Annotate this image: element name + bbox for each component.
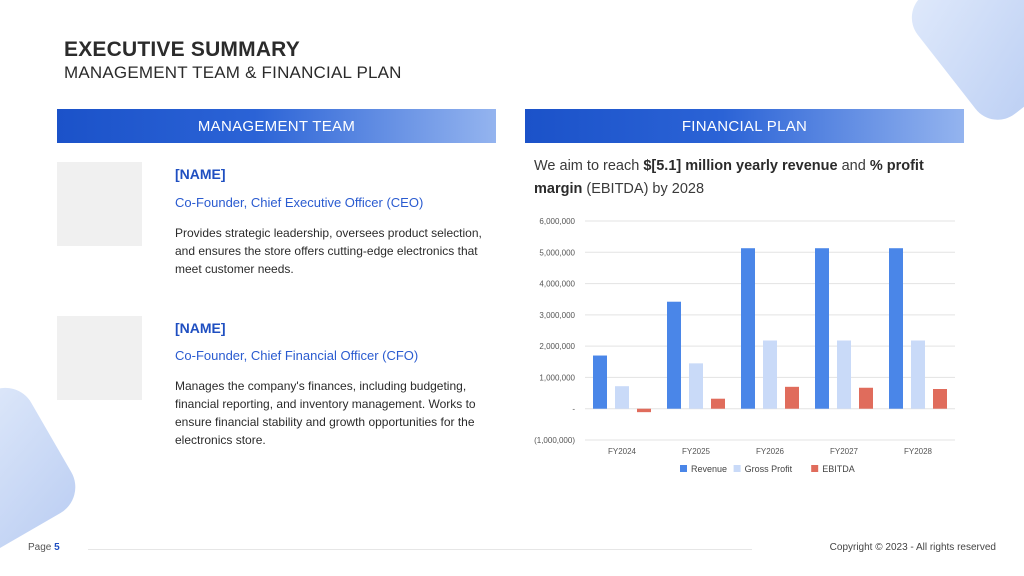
- bar-ebitda: [637, 408, 651, 413]
- statement-text-3: (EBITDA) by 2028: [582, 181, 705, 197]
- bar-gross-profit: [689, 363, 703, 409]
- legend-label: Gross Profit: [745, 464, 793, 474]
- cfo-description: Manages the company's finances, includin…: [175, 379, 476, 447]
- bar-revenue: [593, 355, 607, 409]
- management-team-heading: MANAGEMENT TEAM: [197, 117, 356, 135]
- bar-revenue: [889, 248, 903, 409]
- financial-bar-chart: 6,000,000 5,000,000 4,000,000 3,000,000 2,00…: [534, 217, 955, 474]
- statement-text-2: and: [837, 158, 870, 174]
- y-tick-label: 2,000,000: [539, 342, 575, 351]
- legend-label: EBITDA: [822, 464, 855, 474]
- ceo-role: Co-Founder, Chief Executive Officer (CEO…: [175, 195, 424, 210]
- page-indicator: Page 5: [28, 542, 60, 553]
- ceo-photo-placeholder: [57, 162, 142, 246]
- legend-swatch: [733, 465, 741, 472]
- copyright-text: Copyright © 2023 - All rights reserved: [829, 542, 996, 553]
- page-title: EXECUTIVE SUMMARY: [64, 38, 300, 61]
- page-number: 5: [54, 542, 60, 553]
- y-tick-label: 4,000,000: [539, 280, 575, 289]
- x-tick-label: FY2026: [756, 447, 785, 456]
- legend-swatch: [680, 465, 687, 472]
- page-subtitle: MANAGEMENT TEAM & FINANCIAL PLAN: [64, 63, 402, 82]
- financial-statement: We aim to reach $[5.1] million yearly re…: [534, 155, 954, 201]
- x-tick-label: FY2025: [682, 447, 711, 456]
- ceo-description: Provides strategic leadership, oversees …: [175, 226, 482, 276]
- legend-label: Revenue: [691, 464, 727, 474]
- decorative-shape-bottom-left: [0, 376, 87, 564]
- page-label: Page: [28, 542, 52, 553]
- bar-gross-profit: [763, 340, 777, 409]
- bar-gross-profit: [837, 340, 851, 409]
- cfo-role: Co-Founder, Chief Financial Officer (CFO…: [175, 348, 419, 363]
- bar-revenue: [667, 301, 681, 409]
- x-tick-label: FY2028: [904, 447, 933, 456]
- statement-margin-target: % profit margin: [534, 158, 924, 197]
- y-tick-label: 6,000,000: [539, 217, 575, 226]
- management-team-header: MANAGEMENT TEAM: [57, 109, 496, 143]
- financial-plan-heading: FINANCIAL PLAN: [681, 117, 808, 135]
- y-tick-label: (1,000,000): [534, 436, 575, 445]
- cfo-name: [NAME]: [175, 320, 226, 336]
- bar-ebitda: [859, 387, 873, 409]
- bar-revenue: [815, 248, 829, 409]
- y-tick-label: -: [572, 405, 575, 414]
- y-tick-label: 5,000,000: [539, 248, 575, 257]
- bar-revenue: [741, 248, 755, 409]
- statement-revenue-target: $[5.1] million yearly revenue: [643, 158, 838, 174]
- cfo-photo-placeholder: [57, 316, 142, 400]
- bar-gross-profit: [615, 386, 629, 409]
- bar-ebitda: [711, 398, 725, 409]
- ceo-name: [NAME]: [175, 166, 226, 182]
- footer-divider: [88, 549, 752, 550]
- y-tick-label: 1,000,000: [539, 373, 575, 382]
- x-tick-label: FY2024: [608, 447, 637, 456]
- financial-plan-header: FINANCIAL PLAN: [525, 109, 964, 143]
- y-tick-label: 3,000,000: [539, 311, 575, 320]
- bar-ebitda: [933, 389, 947, 409]
- bar-gross-profit: [911, 340, 925, 409]
- x-tick-label: FY2027: [830, 447, 859, 456]
- statement-text-1: We aim to reach: [534, 158, 644, 174]
- legend-swatch: [811, 465, 819, 472]
- bar-ebitda: [785, 386, 799, 409]
